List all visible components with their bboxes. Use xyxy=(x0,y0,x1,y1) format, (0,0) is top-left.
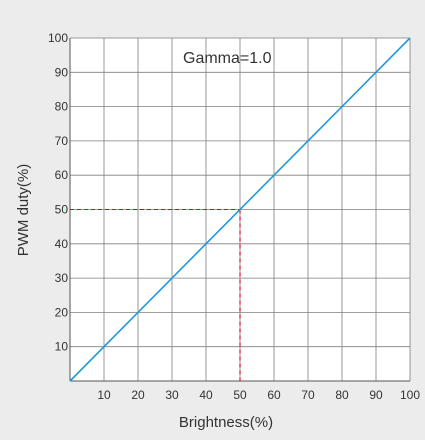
y-tick-label: 10 xyxy=(55,340,69,354)
y-tick-label: 30 xyxy=(55,271,69,285)
y-axis-label: PWM duty(%) xyxy=(15,164,32,257)
y-tick-label: 80 xyxy=(55,100,69,114)
gamma-annotation: Gamma=1.0 xyxy=(183,50,272,67)
y-tick-label: 50 xyxy=(55,203,69,217)
y-tick-label: 100 xyxy=(48,31,68,45)
series-layer xyxy=(69,37,411,382)
y-tick-label: 60 xyxy=(55,168,69,182)
reference-lines xyxy=(70,208,241,381)
x-tick-label: 50 xyxy=(233,388,247,402)
x-tick-label: 90 xyxy=(369,388,383,402)
y-tick-label: 90 xyxy=(55,65,69,79)
tick-labels: 10 20 30 40 50 60 70 80 90 100 10 20 30 40 50 60 70 80 90 1… xyxy=(48,31,420,402)
x-tick-label: 60 xyxy=(267,388,281,402)
x-axis-label: Brightness(%) xyxy=(179,414,273,431)
x-tick-label: 30 xyxy=(165,388,179,402)
y-tick-label: 20 xyxy=(55,305,69,319)
x-tick-label: 70 xyxy=(301,388,315,402)
y-tick-label: 70 xyxy=(55,134,69,148)
x-tick-label: 100 xyxy=(400,388,420,402)
grid xyxy=(69,37,411,382)
series-line xyxy=(69,37,411,382)
x-tick-label: 80 xyxy=(335,388,349,402)
x-tick-label: 10 xyxy=(97,388,111,402)
x-tick-label: 20 xyxy=(131,388,145,402)
x-tick-label: 40 xyxy=(199,388,213,402)
y-tick-label: 40 xyxy=(55,237,69,251)
